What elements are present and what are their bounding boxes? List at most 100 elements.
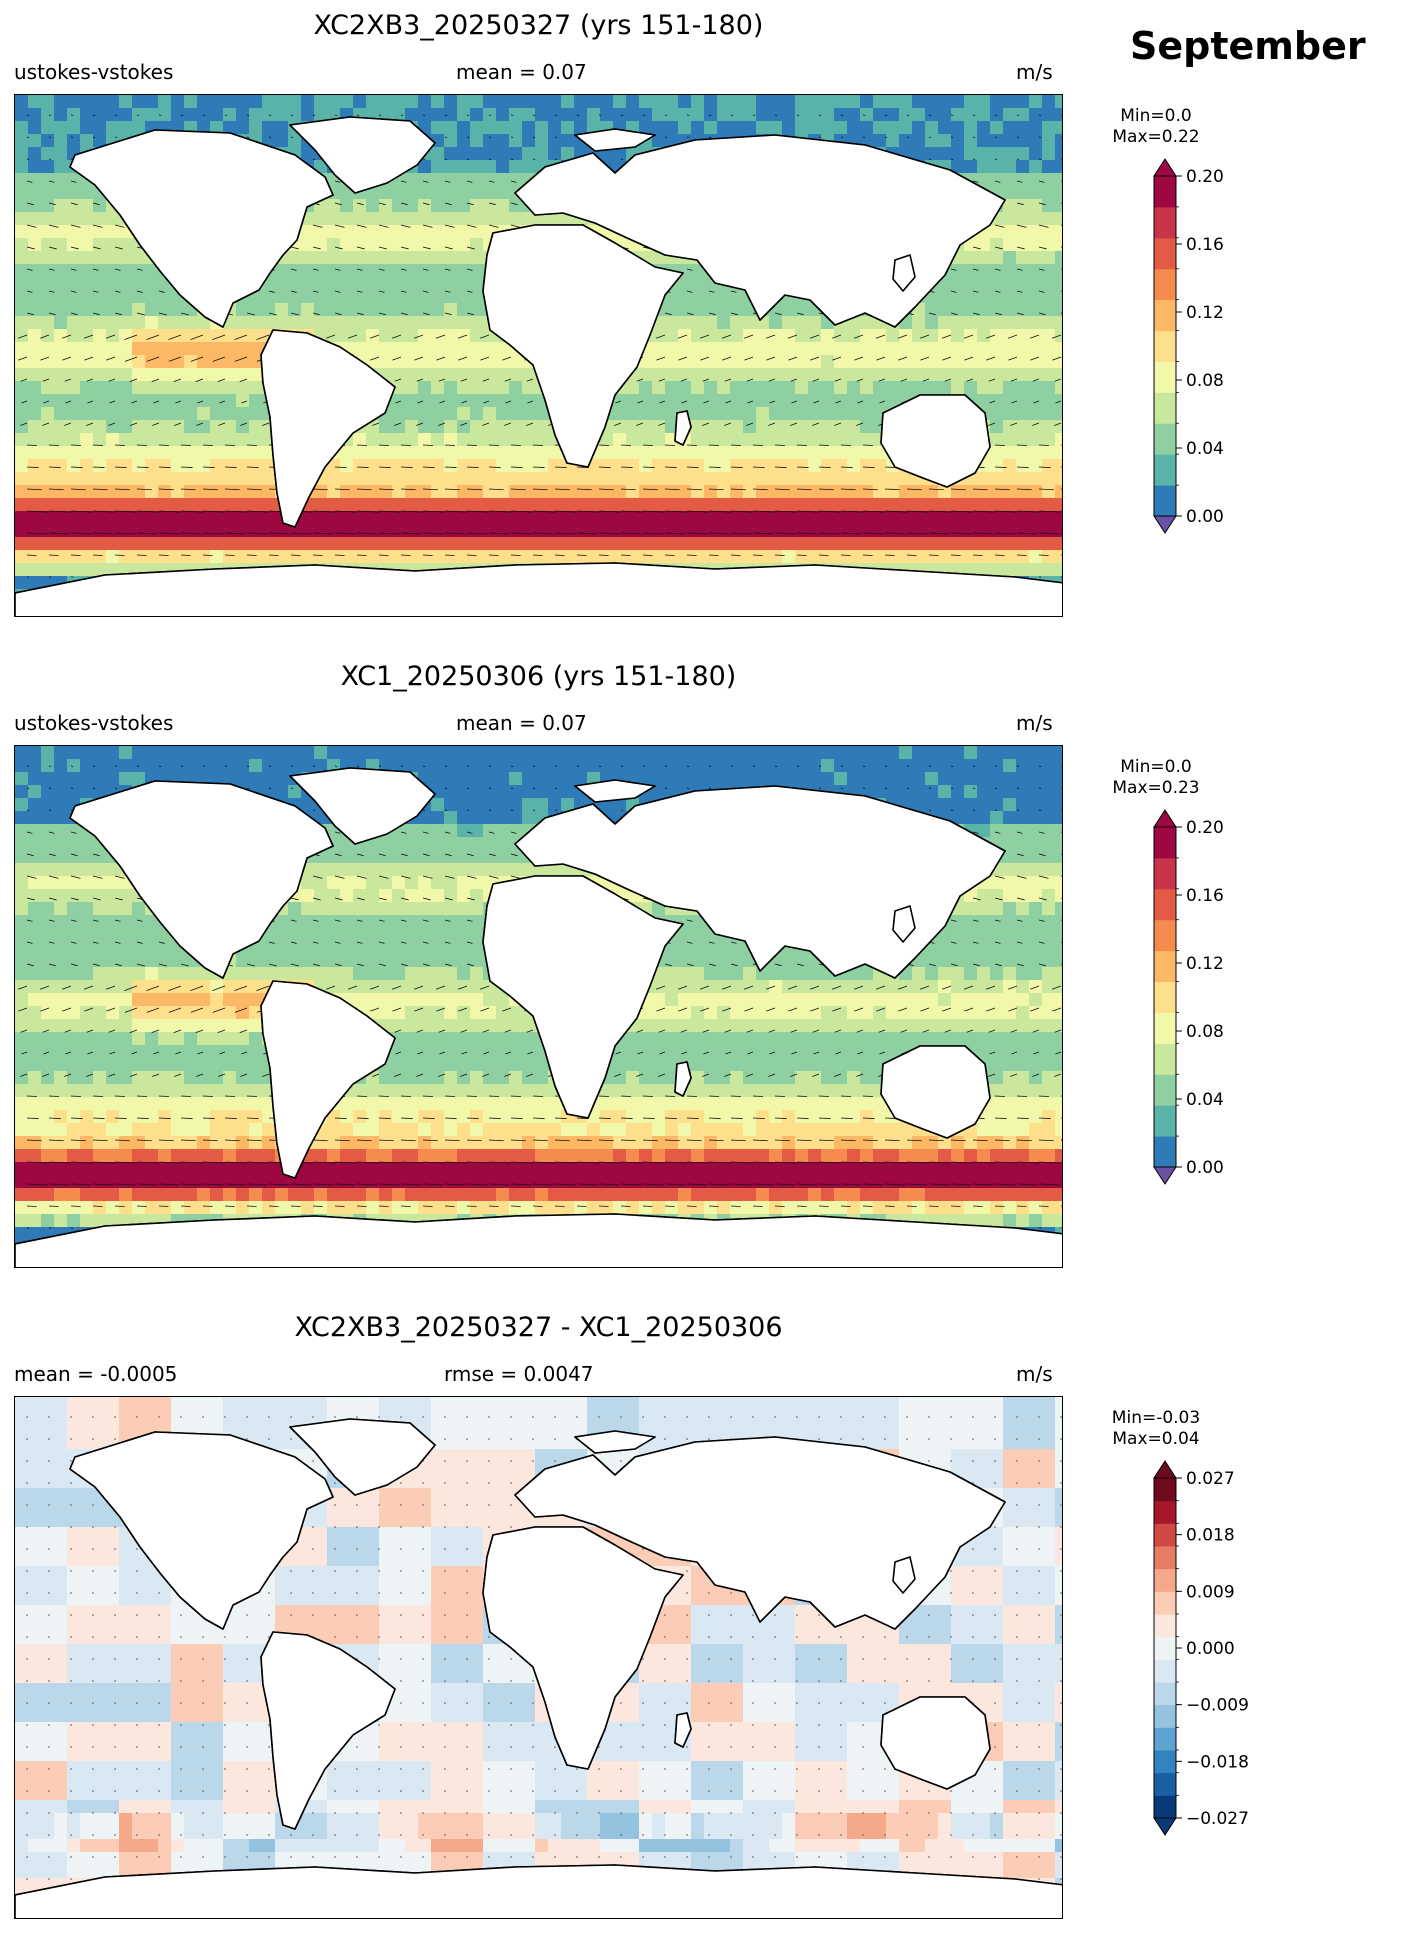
panel-1-colorbar: 0.20 0.16 0.12 0.08 0.04 0.00 — [1140, 158, 1330, 562]
colorbar-extend-min — [1153, 1166, 1177, 1185]
land-mask — [289, 1418, 436, 1496]
land-mask — [880, 394, 991, 488]
colorbar-extend-min — [1153, 515, 1177, 534]
colorbar-tick-label: 0.08 — [1186, 1022, 1224, 1042]
month-label: September — [1130, 24, 1366, 68]
land-mask — [15, 1213, 1062, 1267]
panel-3-colorbar-svg: 0.027 0.018 0.009 0.000 −0.009 −0.018 −0.027 — [1153, 1460, 1249, 1836]
land-mask — [482, 875, 684, 1119]
colorbar-segment — [1154, 981, 1176, 1013]
panel-2-field — [15, 746, 1062, 1267]
land-mask — [260, 1631, 396, 1830]
land-mask — [880, 1696, 991, 1790]
land-mask — [880, 1045, 991, 1139]
colorbar-tick-label: 0.009 — [1186, 1582, 1235, 1602]
panel-3-map — [14, 1396, 1063, 1919]
land-mask — [260, 980, 396, 1179]
land-mask — [514, 785, 1006, 979]
panel-3-mean-label: mean = -0.0005 — [14, 1362, 178, 1386]
land-mask — [574, 779, 656, 803]
panel-1-min-label: Min=0.0 — [1120, 106, 1192, 126]
land-mask — [674, 1712, 692, 1748]
land-mask — [574, 1430, 656, 1454]
colorbar-segment — [1154, 1523, 1176, 1547]
panel-1-title: XC2XB3_20250327 (yrs 151-180) — [313, 10, 764, 41]
panel-2-colorbar: 0.20 0.16 0.12 0.08 0.04 0.00 — [1140, 809, 1330, 1213]
panel-3-field — [15, 1397, 1062, 1918]
colorbar-segment — [1154, 1500, 1176, 1524]
colorbar-segment — [1154, 1074, 1176, 1106]
colorbar-segment — [1154, 950, 1176, 983]
panel-3-units-label: m/s — [1016, 1362, 1053, 1386]
colorbar-tick-label: 0.00 — [1186, 1158, 1224, 1178]
colorbar-extend-min — [1153, 1817, 1177, 1836]
panel-3-rmse-label: rmse = 0.0047 — [444, 1362, 594, 1386]
colorbar-segment — [1154, 299, 1176, 332]
land-mask — [674, 410, 692, 446]
panel-3-min-label: Min=-0.03 — [1111, 1408, 1201, 1428]
panel-2-mean-label: mean = 0.07 — [456, 711, 587, 735]
land-mask — [289, 116, 436, 194]
land-mask — [482, 224, 684, 468]
colorbar-segment — [1154, 1772, 1176, 1796]
panel-2-title: XC1_20250306 (yrs 151-180) — [340, 661, 737, 692]
colorbar-tick-label: 0.12 — [1186, 954, 1224, 974]
colorbar-frame — [1153, 175, 1177, 517]
colorbar-segment — [1154, 268, 1176, 301]
land-mask — [514, 134, 1006, 328]
panel-2-min-max: Min=0.0 Max=0.23 — [1108, 757, 1204, 799]
colorbar-tick-label: 0.04 — [1186, 439, 1224, 459]
colorbar-segment — [1154, 1136, 1176, 1168]
colorbar-segment — [1154, 206, 1176, 239]
land-mask — [69, 1431, 334, 1630]
colorbar-segment — [1154, 330, 1176, 362]
colorbar-tick-label: 0.027 — [1186, 1469, 1235, 1489]
land-mask — [514, 1436, 1006, 1630]
panel-1-map — [14, 94, 1063, 617]
colorbar-tick-label: −0.009 — [1186, 1696, 1249, 1716]
panel-3-colorbar: 0.027 0.018 0.009 0.000 −0.009 −0.018 −0.027 — [1140, 1460, 1330, 1864]
colorbar-segment — [1154, 857, 1176, 890]
land-mask — [260, 329, 396, 528]
colorbar-segment — [1154, 1614, 1176, 1638]
panel-2-variable-label: ustokes-vstokes — [14, 711, 174, 735]
colorbar-tick-label: 0.04 — [1186, 1090, 1224, 1110]
land-mask — [69, 780, 334, 979]
panel-1-variable-label: ustokes-vstokes — [14, 60, 174, 84]
land-mask — [15, 562, 1062, 616]
colorbar-tick-label: 0.16 — [1186, 886, 1224, 906]
panel-1-max-label: Max=0.22 — [1112, 127, 1200, 147]
colorbar-segment — [1154, 392, 1176, 424]
colorbar-segment — [1154, 423, 1176, 455]
colorbar-segment — [1154, 454, 1176, 486]
colorbar-segment — [1154, 1478, 1176, 1502]
colorbar-segment — [1154, 1546, 1176, 1570]
colorbar-tick-label: 0.20 — [1186, 818, 1224, 838]
panel-2-units-label: m/s — [1016, 711, 1053, 735]
colorbar-tick-label: 0.000 — [1186, 1639, 1235, 1659]
panel-2-colorbar-svg: 0.20 0.16 0.12 0.08 0.04 0.00 — [1153, 809, 1224, 1185]
colorbar-segment — [1154, 1012, 1176, 1044]
colorbar-segment — [1154, 827, 1176, 859]
land-mask — [289, 767, 436, 845]
panel-1-field — [15, 95, 1062, 616]
colorbar-segment — [1154, 1750, 1176, 1774]
colorbar-segment — [1154, 361, 1176, 393]
colorbar-extend-max — [1153, 1460, 1177, 1479]
colorbar-segment — [1154, 237, 1176, 270]
colorbar-tick-label: 0.018 — [1186, 1526, 1235, 1546]
colorbar-tick-label: 0.20 — [1186, 167, 1224, 187]
land-mask — [15, 1864, 1062, 1918]
colorbar-segment — [1154, 1727, 1176, 1751]
land-mask — [574, 128, 656, 152]
colorbar-segment — [1154, 888, 1176, 921]
colorbar-segment — [1154, 1043, 1176, 1075]
colorbar-frame — [1153, 826, 1177, 1168]
panel-3-max-label: Max=0.04 — [1112, 1429, 1200, 1449]
land-mask — [482, 1526, 684, 1770]
colorbar-segment — [1154, 485, 1176, 517]
colorbar-segment — [1154, 1682, 1176, 1706]
colorbar-segment — [1154, 1591, 1176, 1615]
colorbar-tick-label: 0.16 — [1186, 235, 1224, 255]
colorbar-tick-label: 0.12 — [1186, 303, 1224, 323]
